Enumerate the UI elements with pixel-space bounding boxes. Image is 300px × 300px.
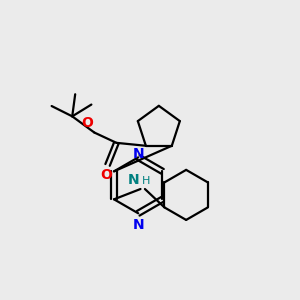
Text: H: H bbox=[142, 176, 150, 186]
Text: N: N bbox=[132, 218, 144, 232]
Text: N: N bbox=[133, 147, 144, 161]
Text: N: N bbox=[128, 173, 139, 187]
Text: O: O bbox=[81, 116, 93, 130]
Text: O: O bbox=[100, 169, 112, 182]
